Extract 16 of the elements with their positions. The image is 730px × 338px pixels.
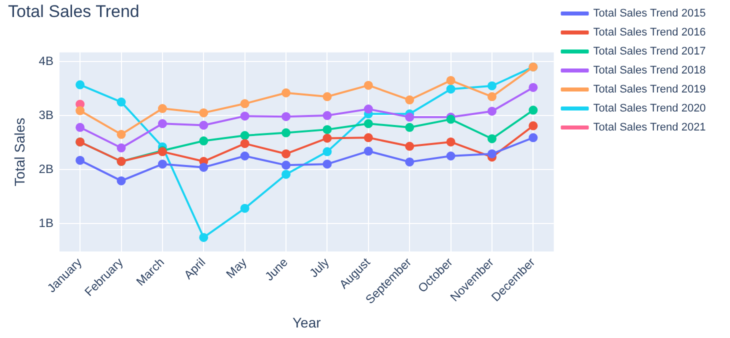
- x-axis-title: Year: [292, 314, 322, 330]
- legend-label: Total Sales Trend 2017: [593, 46, 706, 58]
- y-axis-title: Total Sales: [11, 118, 28, 186]
- y-tick-label: 1B: [38, 216, 54, 230]
- legend-label: Total Sales Trend 2015: [593, 8, 706, 20]
- chart-title: Total Sales Trend: [8, 2, 140, 21]
- x-tick-label: July: [306, 255, 332, 280]
- legend-label: Total Sales Trend 2020: [593, 102, 706, 115]
- y-tick-label: 4B: [38, 54, 54, 68]
- y-tick-label: 3B: [38, 108, 54, 122]
- y-tick-label: 2B: [38, 162, 54, 176]
- legend-label: Total Sales Trend 2019: [593, 84, 706, 96]
- legend-label: Total Sales Trend 2018: [593, 64, 706, 77]
- x-tick-label: May: [223, 255, 250, 282]
- legend-label: Total Sales Trend 2021: [593, 122, 706, 134]
- legend-label: Total Sales Trend 2016: [593, 26, 706, 39]
